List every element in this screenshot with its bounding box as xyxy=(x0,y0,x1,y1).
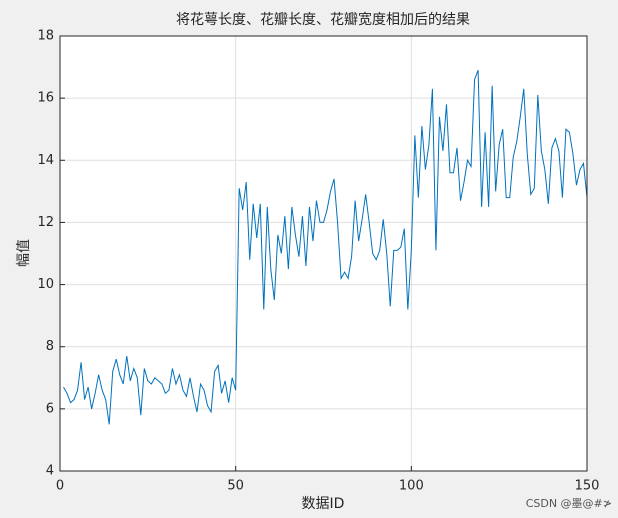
y-tick-label: 18 xyxy=(37,29,54,44)
chart-title: 将花萼长度、花瓣长度、花瓣宽度相加后的结果 xyxy=(176,11,470,28)
watermark: CSDN @墨@#≯ xyxy=(526,497,612,510)
x-tick-label: 150 xyxy=(575,479,600,494)
axes-box xyxy=(59,35,588,472)
axes-background xyxy=(60,36,587,471)
x-tick-label: 100 xyxy=(399,479,424,494)
x-tick-label: 0 xyxy=(56,479,64,494)
y-tick-label: 8 xyxy=(46,339,54,354)
y-tick-label: 6 xyxy=(46,401,54,416)
y-tick-label: 4 xyxy=(46,464,54,479)
y-tick-label: 10 xyxy=(37,277,54,292)
x-axis-label: 数据ID xyxy=(302,496,345,512)
y-tick-label: 12 xyxy=(37,215,54,230)
data-line xyxy=(63,70,587,425)
y-tick-label: 16 xyxy=(37,91,54,106)
y-axis-label: 幅值 xyxy=(16,239,32,267)
x-tick-label: 50 xyxy=(227,479,244,494)
y-tick-label: 14 xyxy=(37,153,54,168)
